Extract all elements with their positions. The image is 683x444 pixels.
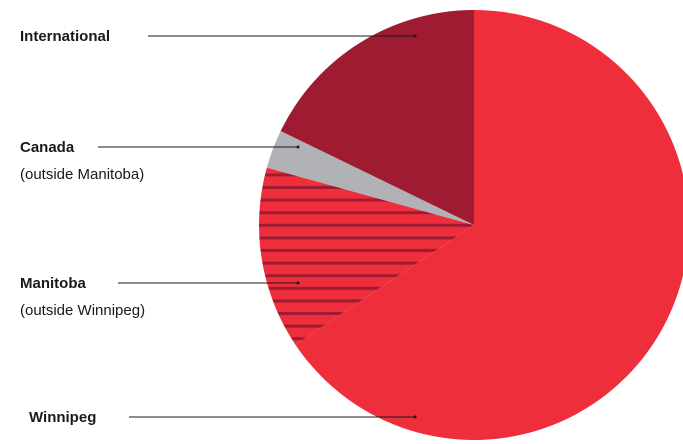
slice-label-international: International xyxy=(20,28,110,45)
slice-sublabel-canada: (outside Manitoba) xyxy=(20,166,144,183)
leader-dot-manitoba xyxy=(296,281,300,285)
pie-slice-manitoba xyxy=(259,167,474,345)
pie-slice-winnipeg xyxy=(295,10,683,440)
leader-dot-international xyxy=(413,34,417,38)
pie-slices xyxy=(259,10,683,440)
slice-label-manitoba: Manitoba xyxy=(20,275,86,292)
leader-dot-winnipeg xyxy=(413,415,417,419)
label-manitoba: Manitoba (outside Winnipeg) xyxy=(20,275,300,319)
pie-labels: International Canada (outside Manitoba) … xyxy=(20,28,417,426)
pie-slice-canada xyxy=(266,131,474,225)
slice-label-canada: Canada xyxy=(20,139,75,156)
label-winnipeg: Winnipeg xyxy=(29,409,417,426)
slice-label-winnipeg: Winnipeg xyxy=(29,409,96,426)
slice-sublabel-manitoba: (outside Winnipeg) xyxy=(20,302,145,319)
leader-dot-canada xyxy=(296,145,300,149)
pie-slice-international xyxy=(280,10,474,225)
label-international: International xyxy=(20,28,417,45)
label-canada: Canada (outside Manitoba) xyxy=(20,139,300,183)
